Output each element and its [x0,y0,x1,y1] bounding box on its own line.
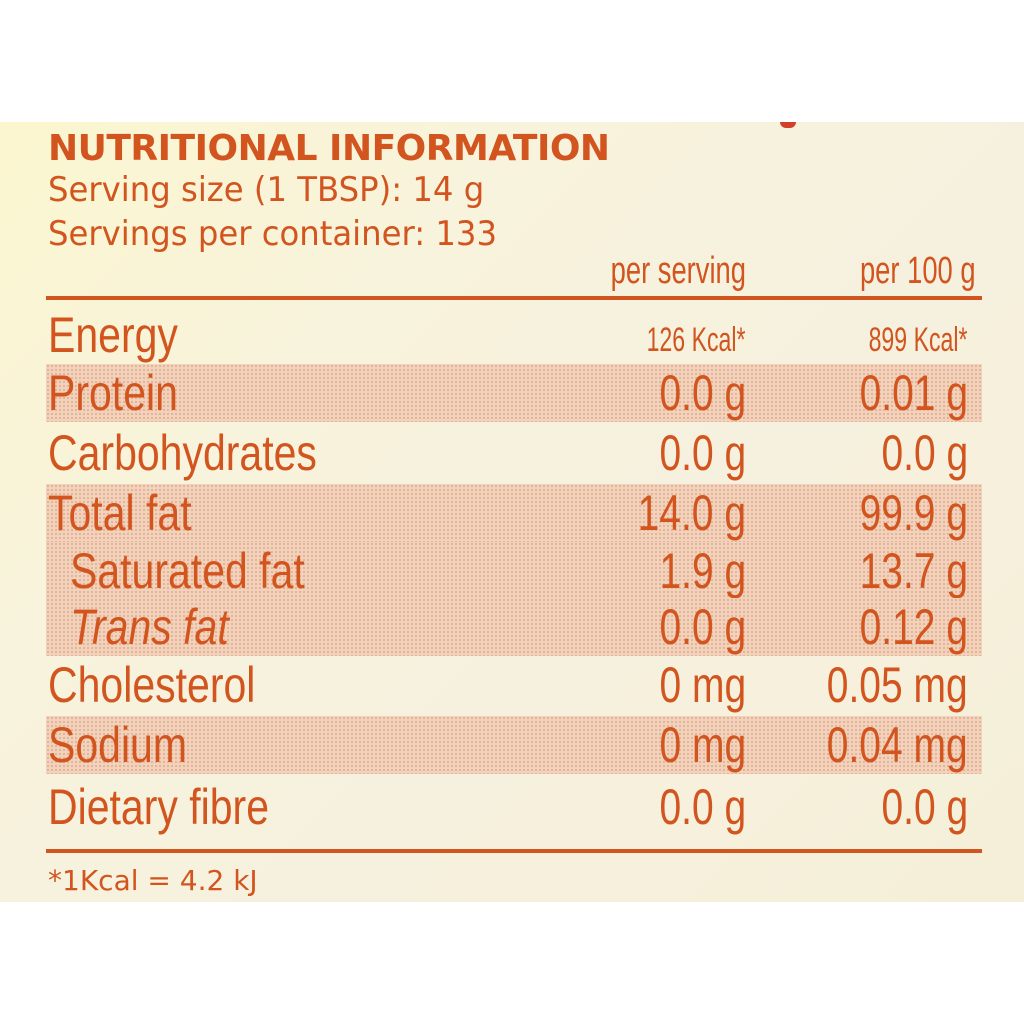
value-per-serving: 0.0 g [659,599,746,655]
header-rule [46,296,982,300]
value-per-serving: 0.0 g [659,425,746,481]
table-row-dietary-fibre: Dietary fibre 0.0 g 0.0 g [46,778,982,836]
value-per-100g: 0.05 mg [827,657,968,713]
value-per-100g: 13.7 g [859,543,968,599]
value-per-serving: 14.0 g [637,485,746,541]
column-header-per-100g: per 100 g [860,250,976,292]
value-per-100g: 0.01 g [859,365,968,421]
nutrient-name: Energy [48,307,178,363]
column-header-per-serving: per serving [610,250,746,292]
nutrition-label: NUTRITIONAL INFORMATION Serving size (1 … [0,122,1024,902]
value-per-serving: 126 Kcal* [647,321,746,359]
table-row-energy: Energy 126 Kcal* 899 Kcal* [46,306,982,364]
servings-per-container: Servings per container: 133 [48,214,498,254]
value-per-serving: 0 mg [659,657,746,713]
nutrient-name: Protein [48,365,178,421]
value-per-serving: 1.9 g [659,543,746,599]
value-per-serving: 0.0 g [659,779,746,835]
value-per-100g: 99.9 g [859,485,968,541]
nutrient-name: Total fat [48,485,192,541]
value-per-serving: 0.0 g [659,365,746,421]
value-per-100g: 0.04 mg [827,717,968,773]
value-per-100g: 899 Kcal* [869,321,968,359]
red-print-mark [780,122,796,128]
label-title: NUTRITIONAL INFORMATION [48,128,610,169]
value-per-100g: 0.0 g [881,425,968,481]
nutrient-name: Cholesterol [48,657,256,713]
table-row-carbohydrates: Carbohydrates 0.0 g 0.0 g [46,424,982,482]
table-row-cholesterol: Cholesterol 0 mg 0.05 mg [46,656,982,714]
value-per-100g: 0.12 g [859,599,968,655]
table-row-trans-fat: Trans fat 0.0 g 0.12 g [46,598,982,656]
nutrient-name: Sodium [48,717,188,773]
footer-rule [46,849,982,853]
value-per-serving: 0 mg [659,717,746,773]
nutrient-name: Saturated fat [70,543,305,599]
table-row-saturated-fat: Saturated fat 1.9 g 13.7 g [46,542,982,600]
serving-size: Serving size (1 TBSP): 14 g [48,170,485,210]
footnote: *1Kcal = 4.2 kJ [48,864,258,897]
nutrient-name: Dietary fibre [48,779,270,835]
table-row-total-fat: Total fat 14.0 g 99.9 g [46,484,982,542]
value-per-100g: 0.0 g [881,779,968,835]
table-row-sodium: Sodium 0 mg 0.04 mg [46,716,982,774]
table-row-protein: Protein 0.0 g 0.01 g [46,364,982,422]
nutrient-name: Trans fat [70,599,229,655]
nutrient-name: Carbohydrates [48,425,317,481]
